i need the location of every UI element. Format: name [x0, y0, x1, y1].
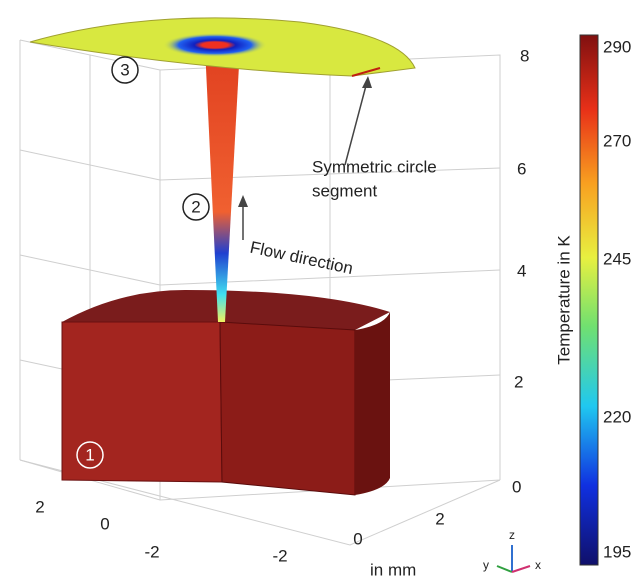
z-tick-label: 6 — [517, 159, 526, 178]
annotation: Symmetric circle — [312, 157, 437, 176]
annotation: segment — [312, 181, 377, 200]
y-tick-label: 0 — [100, 514, 109, 533]
colorbar-tick-label: 195 — [603, 542, 631, 561]
triad-label: y — [483, 558, 489, 572]
axis-triad: z y x — [483, 528, 541, 572]
x-tick-label: -2 — [272, 546, 287, 565]
colorbar-tick-label: 220 — [603, 407, 631, 426]
y-tick-label: -2 — [144, 542, 159, 561]
cylinder-face — [220, 322, 355, 495]
region-label: 1 — [85, 445, 94, 464]
pointer — [345, 78, 368, 165]
triad-label: x — [535, 558, 541, 572]
colorbar-tick-label: 270 — [603, 131, 631, 150]
region-label: 3 — [120, 60, 129, 79]
x-tick-label: 2 — [435, 509, 444, 528]
x-tick-label: 0 — [353, 529, 362, 548]
cylinder — [62, 290, 390, 495]
cylinder-side — [355, 312, 390, 495]
y-tick-label: 2 — [35, 497, 44, 516]
z-tick-label: 4 — [517, 261, 526, 280]
z-tick-label: 8 — [520, 46, 529, 65]
colorbar-tick-label: 245 — [603, 249, 631, 268]
disk-ring — [163, 33, 267, 57]
z-tick-label: 2 — [514, 372, 523, 391]
colorbar-tick-label: 290 — [603, 37, 631, 56]
figure: 1 2 3 Symmetric circle segment Flow dire… — [0, 0, 641, 583]
cone — [205, 47, 240, 322]
triad-label: z — [509, 528, 515, 542]
region-label: 2 — [191, 197, 200, 216]
unit-label: in mm — [370, 560, 416, 579]
colorbar — [580, 35, 598, 565]
z-tick-label: 0 — [512, 477, 521, 496]
page: 1 2 3 Symmetric circle segment Flow dire… — [0, 0, 641, 583]
annotation: Flow direction — [248, 238, 355, 278]
colorbar-title: Temperature in K — [554, 235, 573, 365]
pointer-head — [362, 76, 372, 88]
flow-arrow-head — [238, 195, 248, 207]
